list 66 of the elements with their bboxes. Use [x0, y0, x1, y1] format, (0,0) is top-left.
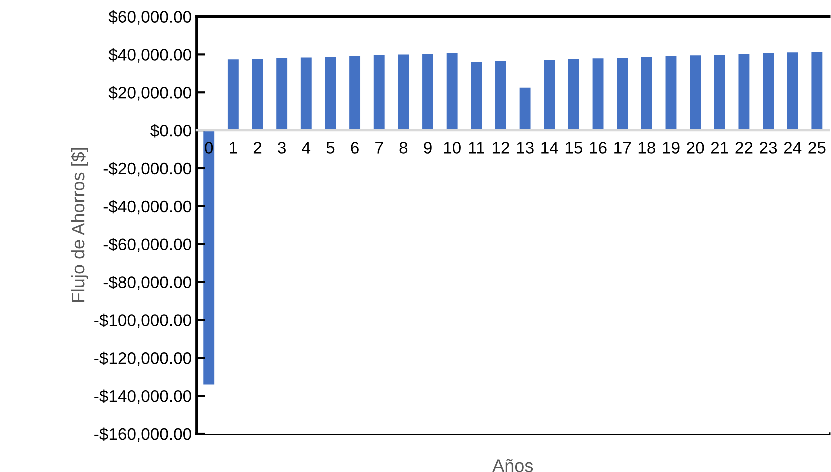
bar [520, 88, 531, 131]
y-tick-label: $0.00 [150, 124, 192, 138]
bar [325, 57, 336, 131]
x-tick-label: 21 [711, 142, 728, 154]
bar [544, 60, 556, 131]
x-tick-label: 7 [376, 142, 384, 154]
x-tick-label: 17 [614, 142, 632, 154]
bar [204, 130, 215, 385]
x-tick-label: 1 [230, 142, 238, 154]
bar [276, 58, 288, 131]
x-axis-title: Años [492, 459, 534, 472]
x-tick-label: 10 [444, 142, 461, 154]
x-tick-label: 22 [736, 142, 753, 154]
bar [398, 54, 410, 131]
x-tick-label: 9 [424, 142, 432, 154]
y-tick-label: $40,000.00 [108, 48, 192, 63]
y-tick-label: $20,000.00 [108, 86, 192, 101]
x-tick-label: 24 [784, 142, 802, 154]
bar [228, 60, 239, 131]
y-tick-label: -$20,000.00 [104, 162, 192, 177]
y-tick-label: -$40,000.00 [104, 200, 192, 215]
bar [374, 55, 385, 131]
bar [666, 56, 677, 131]
y-tick-label: -$80,000.00 [104, 276, 192, 290]
x-tick-label: 4 [302, 142, 311, 154]
y-tick-label: -$140,000.00 [94, 390, 192, 404]
bar [617, 58, 628, 131]
x-tick-label: 19 [663, 142, 680, 154]
y-tick-label: -$60,000.00 [104, 238, 192, 253]
y-axis-title: Flujo de Ahorros [$] [71, 148, 88, 302]
bar [812, 52, 823, 131]
x-tick-label: 15 [566, 142, 583, 154]
bar [738, 54, 750, 131]
x-tick-label: 16 [590, 142, 607, 154]
bar [641, 57, 652, 131]
x-tick-label: 20 [687, 142, 704, 154]
x-tick-label: 18 [638, 142, 656, 154]
x-tick-label: 12 [492, 142, 510, 154]
y-tick-label: -$160,000.00 [94, 428, 192, 442]
x-tick-label: 6 [351, 142, 359, 154]
x-tick-label: 8 [400, 142, 408, 154]
bar [422, 54, 434, 131]
x-tick-label: 11 [469, 142, 484, 154]
bar [690, 56, 702, 131]
x-tick-label: 23 [760, 142, 778, 154]
bar [763, 53, 774, 131]
bar [252, 59, 264, 131]
bar [787, 52, 798, 131]
x-tick-label: 25 [808, 142, 826, 154]
bar [471, 62, 482, 131]
x-tick-label: 13 [517, 142, 534, 154]
x-tick-label: 14 [542, 142, 558, 154]
bar [446, 53, 458, 131]
bar [350, 56, 361, 131]
x-tick-label: 2 [254, 142, 262, 154]
y-tick-label: -$120,000.00 [94, 352, 192, 366]
bar [592, 58, 604, 131]
bar [496, 61, 506, 131]
x-tick-label: 3 [278, 142, 286, 154]
y-tick-label: -$100,000.00 [94, 314, 192, 328]
x-tick-label: 5 [326, 142, 335, 154]
bar [300, 58, 312, 131]
y-tick-label: $60,000.00 [108, 10, 192, 25]
bar [714, 55, 726, 131]
x-tick-label: 0 [205, 142, 214, 154]
bar [568, 59, 580, 131]
